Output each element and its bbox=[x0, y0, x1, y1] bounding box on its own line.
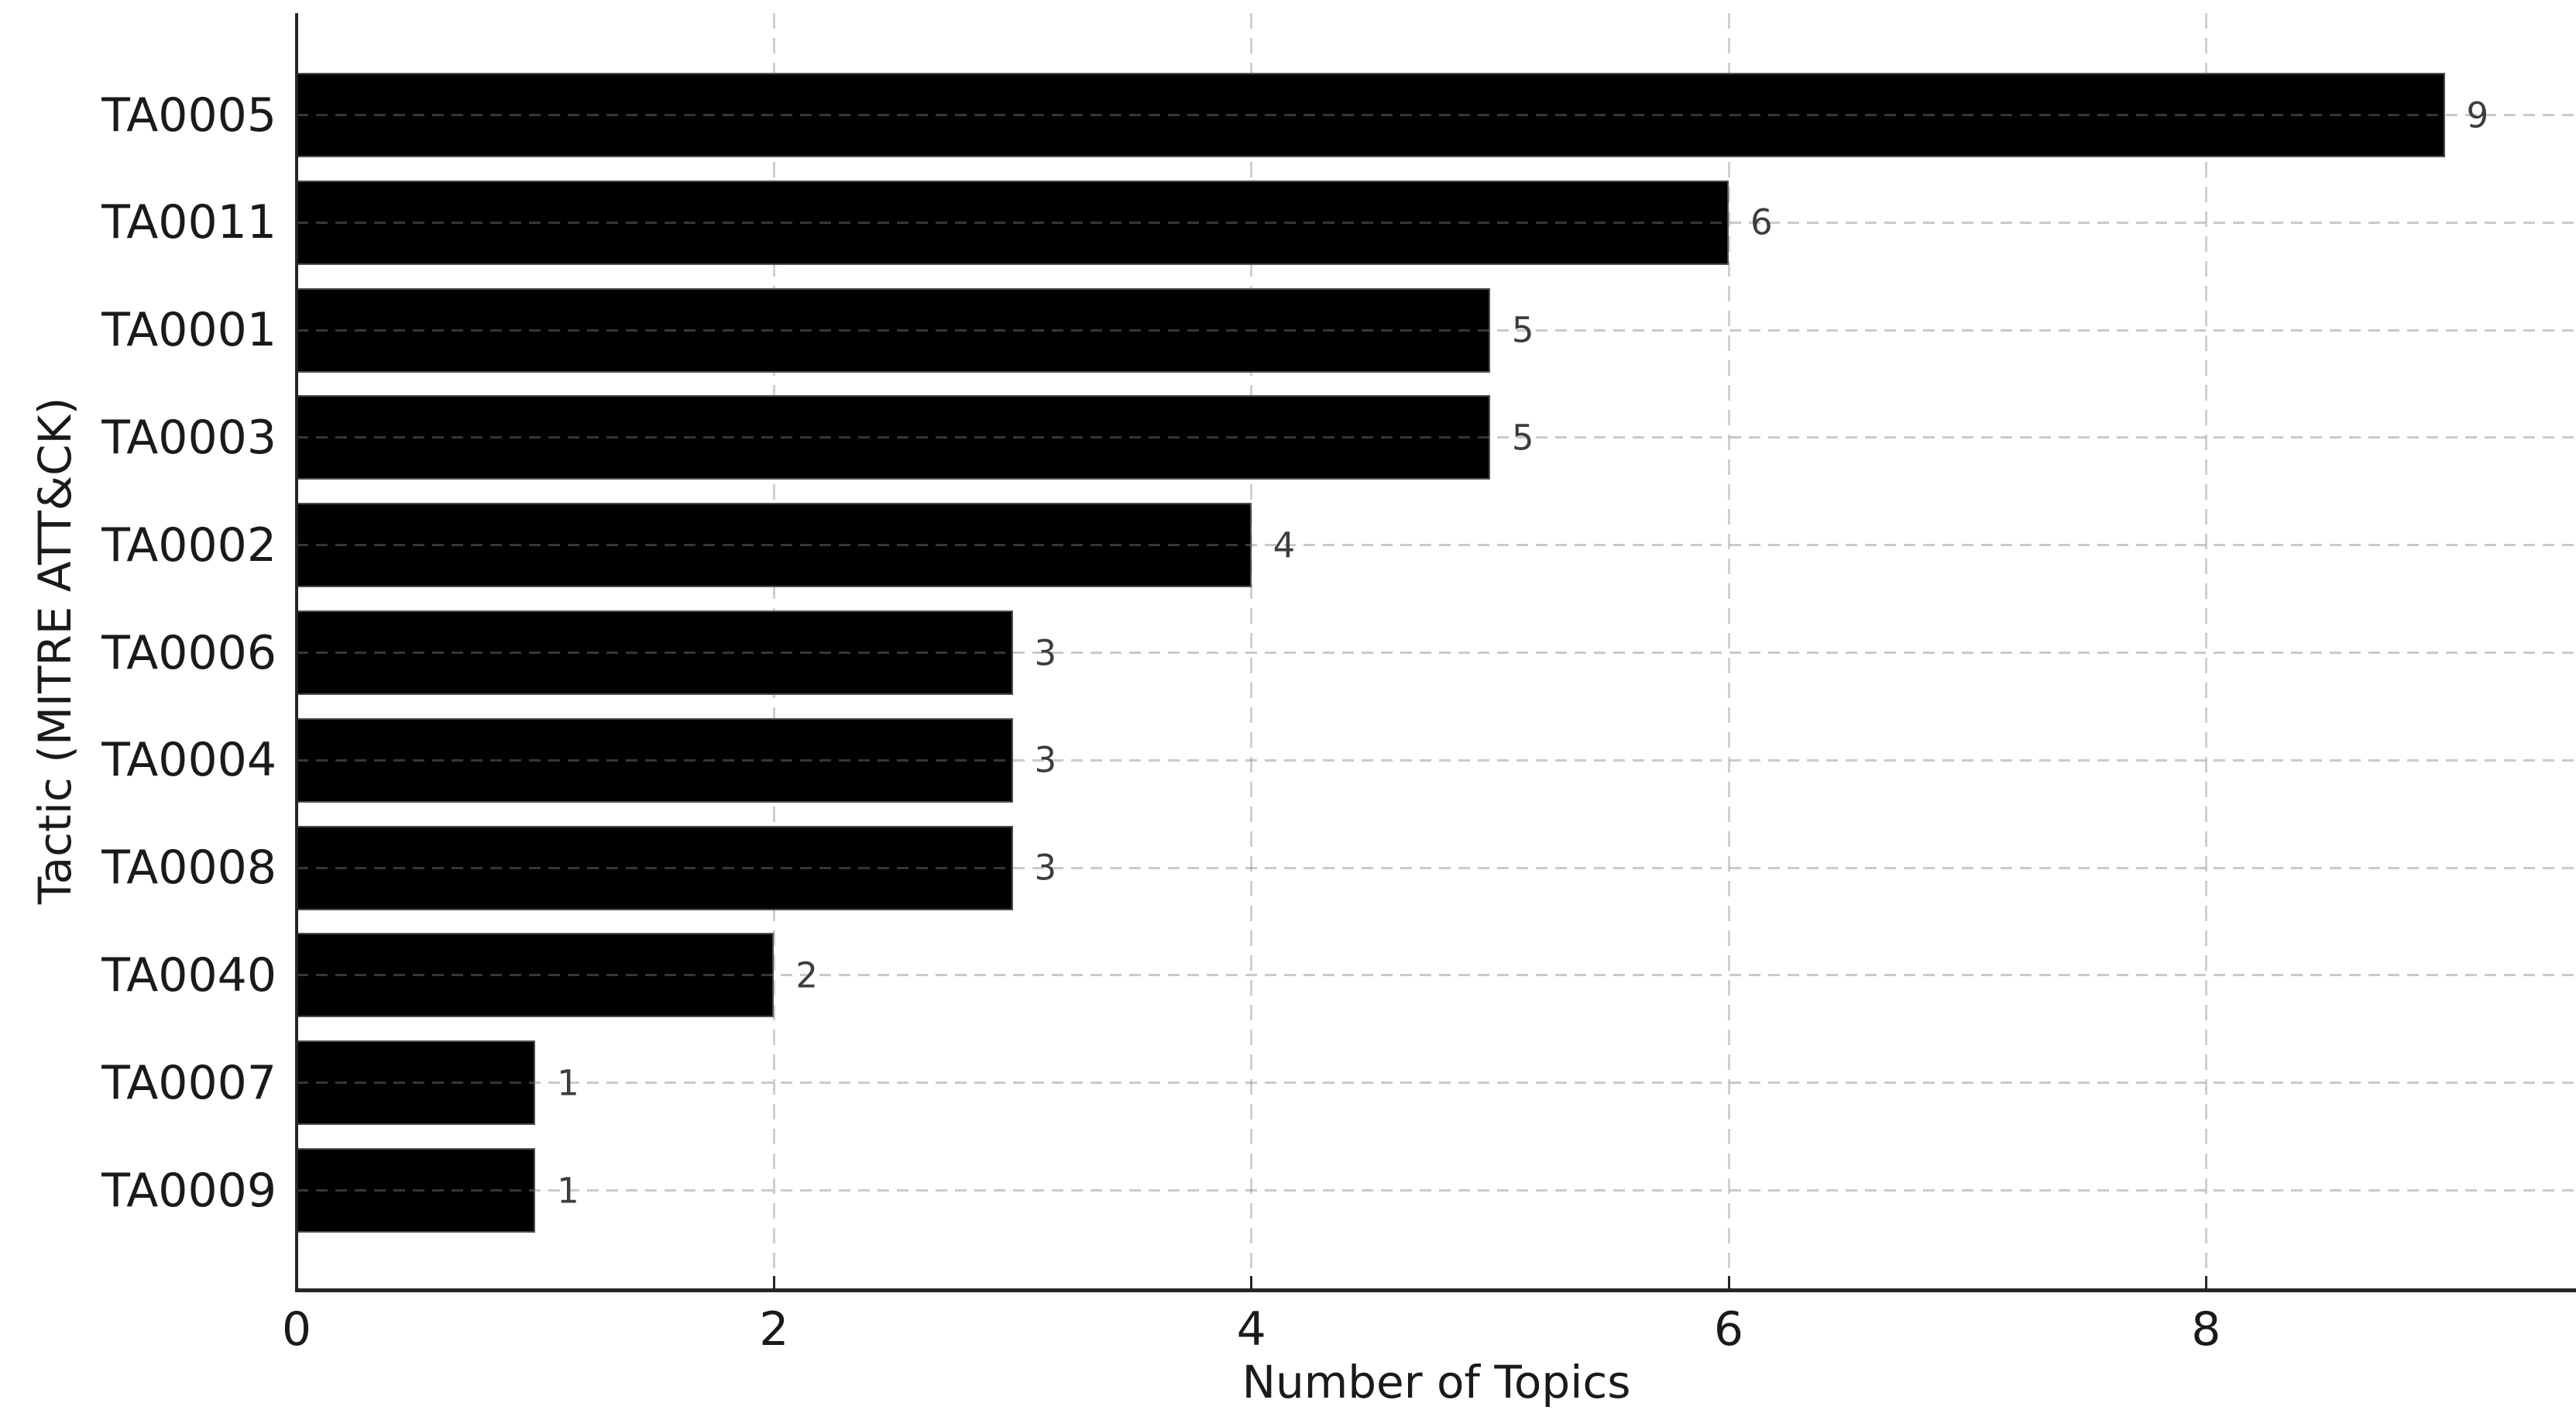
x-tick-mark bbox=[1727, 1276, 1730, 1288]
x-tick-mark bbox=[2204, 1276, 2207, 1288]
bar-value-label: 3 bbox=[1034, 632, 1057, 673]
h-gridline bbox=[297, 114, 2576, 116]
bar-ta0011 bbox=[297, 180, 1729, 265]
x-tick-label: 0 bbox=[281, 1302, 312, 1357]
x-tick-label: 6 bbox=[1713, 1302, 1744, 1357]
h-gridline bbox=[297, 652, 2576, 654]
bar-value-label: 2 bbox=[795, 954, 818, 996]
bar-ta0004 bbox=[297, 717, 1013, 803]
x-tick-mark bbox=[295, 1276, 298, 1288]
bar-ta0040 bbox=[297, 933, 775, 1018]
h-gridline bbox=[297, 974, 2576, 977]
h-gridline bbox=[297, 328, 2576, 332]
x-tick-label: 8 bbox=[2191, 1302, 2221, 1357]
bar-ta0009 bbox=[297, 1148, 536, 1233]
bar-value-label: 1 bbox=[557, 1062, 579, 1104]
bar-value-label: 4 bbox=[1273, 524, 1296, 566]
bar-value-label: 3 bbox=[1034, 847, 1057, 889]
bar-value-label: 6 bbox=[1750, 201, 1773, 243]
v-gridline bbox=[1727, 13, 1730, 1288]
bar-ta0007 bbox=[297, 1040, 536, 1126]
bar-ta0005 bbox=[297, 73, 2445, 157]
y-tick-label-ta0003: TA0003 bbox=[101, 410, 276, 465]
x-tick-label: 2 bbox=[759, 1302, 789, 1357]
x-tick-mark bbox=[772, 1276, 775, 1288]
bar-value-label: 1 bbox=[557, 1170, 579, 1211]
y-tick-label-ta0008: TA0008 bbox=[101, 841, 276, 896]
bar-ta0008 bbox=[297, 825, 1013, 910]
y-tick-label-ta0001: TA0001 bbox=[101, 303, 276, 358]
h-gridline bbox=[297, 1082, 2576, 1085]
x-axis-spine bbox=[295, 1288, 2576, 1292]
bar-ta0001 bbox=[297, 287, 1490, 373]
x-tick-label: 4 bbox=[1236, 1302, 1266, 1357]
bar-value-label: 5 bbox=[1511, 417, 1534, 459]
bar-ta0006 bbox=[297, 610, 1013, 695]
y-tick-label-ta0011: TA0011 bbox=[101, 195, 276, 250]
bar-ta0003 bbox=[297, 395, 1490, 480]
y-axis-title: Tactic (MITRE ATT&CK) bbox=[29, 397, 82, 905]
h-gridline bbox=[297, 436, 2576, 439]
y-axis-spine bbox=[295, 13, 298, 1292]
v-gridline bbox=[2204, 13, 2207, 1288]
y-tick-label-ta0040: TA0040 bbox=[101, 948, 276, 1003]
h-gridline bbox=[297, 758, 2576, 762]
bar-value-label: 5 bbox=[1511, 309, 1534, 351]
h-gridline bbox=[297, 221, 2576, 224]
x-axis-title: Number of Topics bbox=[1242, 1356, 1631, 1408]
y-tick-label-ta0009: TA0009 bbox=[101, 1163, 276, 1218]
y-tick-label-ta0006: TA0006 bbox=[101, 625, 276, 680]
y-tick-label-ta0004: TA0004 bbox=[101, 733, 276, 788]
bar-ta0002 bbox=[297, 503, 1252, 588]
h-gridline bbox=[297, 866, 2576, 869]
bar-value-label: 3 bbox=[1034, 739, 1057, 781]
y-tick-label-ta0002: TA0002 bbox=[101, 518, 276, 573]
x-tick-mark bbox=[1250, 1276, 1253, 1288]
y-tick-label-ta0007: TA0007 bbox=[101, 1055, 276, 1110]
bar-value-label: 9 bbox=[2466, 95, 2489, 136]
h-gridline bbox=[297, 544, 2576, 547]
v-gridline bbox=[1250, 13, 1253, 1288]
y-tick-label-ta0005: TA0005 bbox=[101, 88, 276, 143]
h-gridline bbox=[297, 1189, 2576, 1192]
